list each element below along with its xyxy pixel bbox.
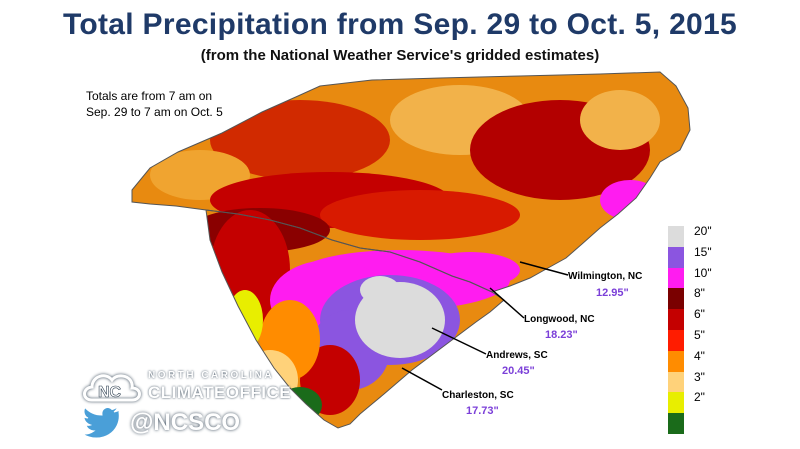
map-title: Total Precipitation from Sep. 29 to Oct.…	[62, 8, 738, 41]
legend-label: 5"	[694, 328, 705, 342]
legend-label: 2"	[694, 390, 705, 405]
logo-line-1: NORTH CAROLINA	[148, 370, 275, 381]
location-andrews-value: 20.45"	[502, 365, 535, 377]
svg-text:NC: NC	[98, 384, 122, 401]
note-line-1: Totals are from 7 am on	[86, 89, 213, 103]
legend-swatch	[668, 267, 684, 289]
location-wilmington-name: Wilmington, NC	[568, 271, 642, 282]
nc-climate-office-logo: NC NORTH CAROLINA CLIMATEOFFICE	[80, 366, 320, 406]
legend-swatch	[668, 246, 684, 268]
legend-swatch	[668, 350, 684, 372]
time-period-note: Totals are from 7 am on Sep. 29 to 7 am …	[86, 88, 286, 120]
location-andrews-name: Andrews, SC	[486, 350, 548, 361]
legend-swatch	[668, 392, 684, 414]
legend-label: 15"	[694, 244, 712, 259]
twitter-handle-block: @NCSCO	[82, 405, 302, 440]
map-subtitle: (from the National Weather Service's gri…	[200, 47, 600, 64]
legend-label: 6"	[694, 307, 705, 322]
legend-swatch	[668, 371, 684, 393]
location-labels: Wilmington, NC 12.95" Longwood, NC 18.23…	[442, 271, 642, 417]
legend-swatch	[668, 309, 684, 330]
location-longwood-value: 18.23"	[545, 329, 578, 341]
location-charleston-value: 17.73"	[466, 405, 499, 417]
location-charleston-name: Charleston, SC	[442, 390, 514, 401]
twitter-handle: @NCSCO	[130, 409, 241, 436]
legend-label: 3"	[694, 369, 705, 384]
precipitation-legend: 20" 15" 10" 8" 6" 5" 4" 3" 2"	[668, 224, 768, 434]
location-wilmington-value: 12.95"	[596, 287, 629, 299]
legend-label: 10"	[694, 265, 712, 280]
nc-cloud-icon: NC	[83, 374, 141, 402]
logo-line-2: CLIMATEOFFICE	[148, 383, 292, 402]
precipitation-fields	[132, 72, 690, 428]
location-leaders	[401, 261, 569, 391]
twitter-bird-icon	[82, 405, 122, 439]
legend-swatch	[668, 288, 684, 310]
legend-swatch	[668, 330, 684, 351]
legend-label: 20"	[694, 224, 712, 238]
legend-swatch	[668, 226, 684, 247]
note-line-2: Sep. 29 to 7 am on Oct. 5	[86, 105, 223, 119]
state-outlines	[131, 71, 691, 429]
location-longwood-name: Longwood, NC	[524, 314, 595, 325]
legend-label: 8"	[694, 286, 705, 301]
legend-label: 4"	[694, 348, 705, 363]
legend-swatch	[668, 413, 684, 434]
